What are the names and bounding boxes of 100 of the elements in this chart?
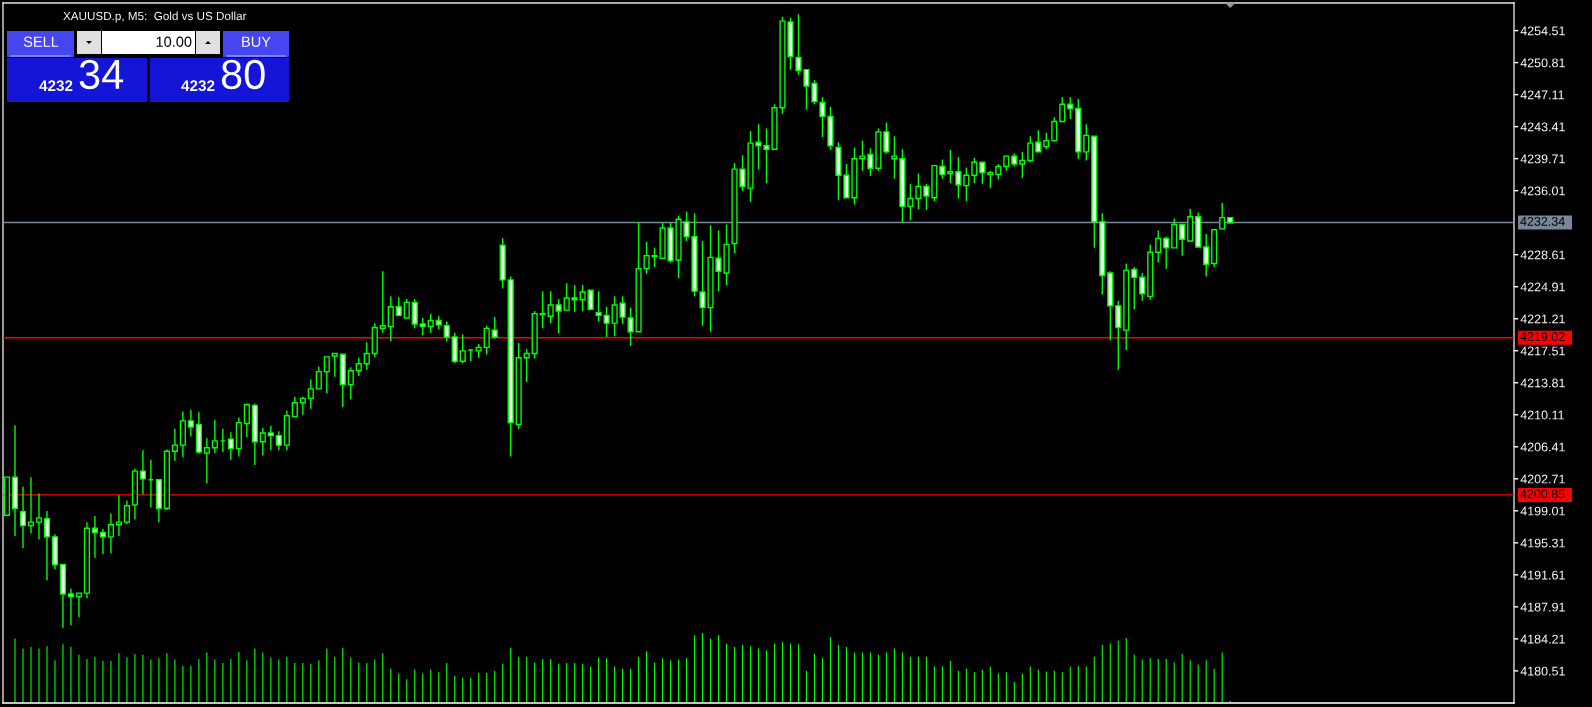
candlestick xyxy=(539,290,546,330)
candlestick xyxy=(1107,270,1114,342)
annotation: 80 xyxy=(221,59,265,90)
candlestick xyxy=(1171,217,1178,249)
candlestick xyxy=(1195,211,1202,249)
candlestick xyxy=(547,290,554,324)
candlestick xyxy=(1051,116,1058,143)
y-tick-label: 4180.51 xyxy=(1520,666,1565,676)
y-tick-label: 4243.41 xyxy=(1520,122,1565,132)
candlestick xyxy=(1131,266,1138,310)
candlestick xyxy=(1211,229,1218,268)
candlestick xyxy=(107,512,115,555)
candlestick xyxy=(1163,235,1170,270)
y-tick-label: 4228.61 xyxy=(1520,250,1565,260)
candlestick xyxy=(555,298,562,335)
candlestick xyxy=(99,528,107,555)
candlestick xyxy=(531,310,538,360)
candlestick xyxy=(603,306,610,338)
y-tick-label: 4247.11 xyxy=(1520,90,1564,100)
candlestick xyxy=(475,343,482,359)
candlestick xyxy=(939,158,946,180)
candlestick xyxy=(259,427,266,457)
candlestick xyxy=(379,270,386,334)
candlestick xyxy=(83,521,91,599)
candlestick xyxy=(587,289,594,311)
annotation: 34 xyxy=(79,59,124,90)
y-tick-label: 4184.21 xyxy=(1520,634,1565,644)
annotation: 4232 xyxy=(181,80,215,92)
candlestick xyxy=(1011,152,1018,168)
candlestick xyxy=(323,356,330,394)
candlestick xyxy=(251,402,258,466)
candlestick xyxy=(1091,134,1098,249)
candlestick xyxy=(1083,123,1090,162)
candlestick xyxy=(219,428,226,453)
candlestick xyxy=(1027,135,1034,163)
candlestick xyxy=(131,467,139,521)
candlestick xyxy=(1019,151,1026,179)
candlestick xyxy=(515,342,522,430)
candlestick xyxy=(1043,132,1050,150)
candlestick xyxy=(139,449,147,496)
candlestick xyxy=(435,315,442,330)
candlestick xyxy=(115,494,123,537)
candlestick xyxy=(1123,262,1130,351)
candlestick xyxy=(1187,208,1194,242)
candlestick xyxy=(963,166,970,202)
candlestick xyxy=(187,408,194,438)
candlestick xyxy=(947,149,954,184)
candlestick xyxy=(51,533,59,570)
candlestick xyxy=(451,331,458,364)
candlestick xyxy=(427,312,434,334)
y-tick-label: 4210.11 xyxy=(1520,410,1564,420)
candlestick xyxy=(1059,96,1066,123)
candlestick xyxy=(67,588,75,626)
candlestick xyxy=(347,366,354,400)
y-tick-label: 4195.31 xyxy=(1520,538,1565,548)
candlestick xyxy=(395,296,402,317)
candlestick xyxy=(331,352,338,378)
candlestick xyxy=(387,295,394,343)
candlestick xyxy=(195,411,202,455)
candlestick xyxy=(315,365,322,390)
text: XAUUSD.p, M5: Gold vs US Dollar xyxy=(63,11,247,23)
candlestick xyxy=(235,416,242,458)
y-tick-label: 4239.71 xyxy=(1520,154,1565,164)
candlestick xyxy=(595,290,602,323)
candlestick xyxy=(19,485,27,549)
annotation: 4232 xyxy=(39,80,73,92)
candlestick xyxy=(35,492,43,541)
ref-line-label: 4232.34 xyxy=(1520,216,1565,226)
candlestick xyxy=(1139,272,1146,302)
candlestick xyxy=(227,431,234,461)
candlestick xyxy=(291,396,298,418)
annotation: SELL xyxy=(23,36,59,47)
y-tick-label: 4217.51 xyxy=(1520,346,1565,356)
y-tick-label: 4202.71 xyxy=(1520,474,1565,484)
ref-line-label: 4219.02 xyxy=(1520,332,1565,342)
candlestick xyxy=(995,163,1002,181)
candlestick xyxy=(971,157,978,184)
annotation: BUY xyxy=(242,36,271,47)
candlestick xyxy=(1075,98,1082,160)
candlestick xyxy=(955,156,962,200)
candlestick xyxy=(1203,233,1210,278)
candlestick xyxy=(1147,243,1154,301)
y-tick-label: 4213.81 xyxy=(1520,378,1565,388)
candlestick xyxy=(571,284,578,313)
candlestick xyxy=(443,320,450,343)
candlestick xyxy=(1179,223,1186,257)
y-tick-label: 4199.01 xyxy=(1520,506,1565,516)
y-tick-label: 4224.91 xyxy=(1520,282,1565,292)
y-tick-label: 4206.41 xyxy=(1520,442,1565,452)
candlestick xyxy=(91,515,99,559)
candlestick xyxy=(563,282,570,312)
candlestick xyxy=(1035,129,1042,154)
candlestick xyxy=(75,592,83,619)
candlestick xyxy=(243,402,250,439)
candlestick xyxy=(1003,154,1010,172)
candlestick xyxy=(483,325,490,355)
candlestick xyxy=(491,316,498,340)
ref-line-label: 4200.85 xyxy=(1520,489,1565,499)
candlestick xyxy=(43,510,51,581)
candlestick xyxy=(923,183,930,211)
